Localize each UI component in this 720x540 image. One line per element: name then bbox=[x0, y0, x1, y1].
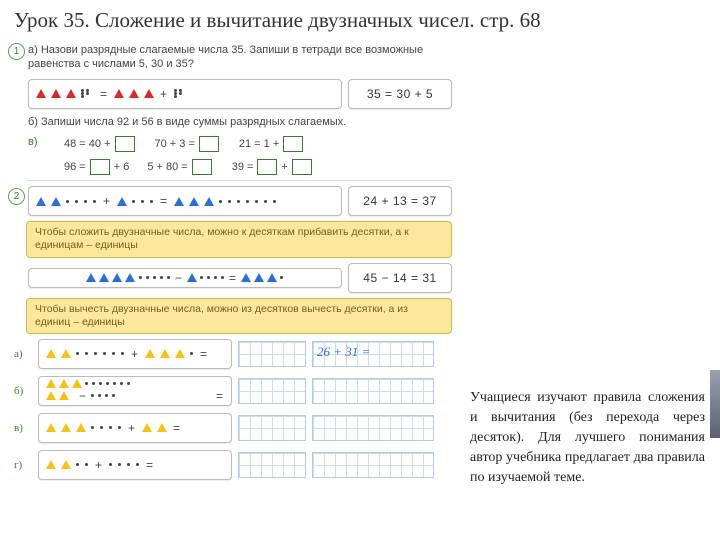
diagram-2-sub: − = 45 − 14 = 31 bbox=[6, 261, 456, 295]
blank-input[interactable] bbox=[199, 136, 219, 152]
blank-input[interactable] bbox=[257, 159, 277, 175]
exercise-v: в) + = bbox=[6, 411, 456, 445]
diagram-1a: = + 35 = 30 + 5 bbox=[6, 77, 456, 111]
blank-input[interactable] bbox=[192, 159, 212, 175]
eq-row-1v-1: в) 48 = 40 + 70 + 3 = 21 = 1 + bbox=[6, 134, 456, 154]
answer-grid-g[interactable] bbox=[238, 452, 306, 478]
exercise-g: г) + = bbox=[6, 448, 456, 482]
diagram-2-add: 2 + = 24 + 13 = 37 bbox=[6, 184, 456, 218]
problem-1-a: 1 а) Назови разрядные слагаемые числа 35… bbox=[6, 42, 456, 74]
work-grid-g[interactable] bbox=[312, 452, 434, 478]
exercise-b: б) − = bbox=[6, 374, 456, 408]
answer-grid-v[interactable] bbox=[238, 415, 306, 441]
work-grid-a[interactable]: 26 + 31 = bbox=[312, 341, 434, 367]
work-grid-b[interactable] bbox=[312, 378, 434, 404]
blank-input[interactable] bbox=[283, 136, 303, 152]
textbook-scan: 1 а) Назови разрядные слагаемые числа 35… bbox=[6, 42, 456, 485]
shape-panel-2b: − = bbox=[28, 268, 342, 288]
eq-2-add: 24 + 13 = 37 bbox=[348, 186, 452, 216]
eq-1a: 35 = 30 + 5 bbox=[348, 79, 452, 109]
blank-input[interactable] bbox=[292, 159, 312, 175]
eq-2-sub: 45 − 14 = 31 bbox=[348, 263, 452, 293]
slide-accent-bar bbox=[710, 370, 720, 438]
blank-input[interactable] bbox=[115, 136, 135, 152]
problem-number-1: 1 bbox=[8, 43, 25, 60]
side-commentary: Учащиеся изучают правила сложения и вычи… bbox=[470, 388, 705, 487]
shape-panel-1a: = + bbox=[28, 79, 342, 109]
problem-number-2: 2 bbox=[8, 188, 25, 205]
answer-grid-b[interactable] bbox=[238, 378, 306, 404]
exercise-a: а) + = 26 + 31 = bbox=[6, 337, 456, 371]
eq-row-1v-2: 96 =+ 6 5 + 80 = 39 =+ bbox=[6, 157, 456, 177]
shape-panel-2a: + = bbox=[28, 186, 342, 216]
rule-subtraction: Чтобы вычесть двузначные числа, можно из… bbox=[26, 298, 452, 334]
lesson-title: Урок 35. Сложение и вычитание двузначных… bbox=[0, 0, 720, 39]
answer-grid-a[interactable] bbox=[238, 341, 306, 367]
work-grid-v[interactable] bbox=[312, 415, 434, 441]
label-a: а) bbox=[28, 44, 38, 56]
text-1a: Назови разрядные слагаемые числа 35. Зап… bbox=[28, 44, 423, 70]
rule-addition: Чтобы сложить двузначные числа, можно к … bbox=[26, 221, 452, 257]
text-1b: б) Запиши числа 92 и 56 в виде суммы раз… bbox=[6, 114, 456, 132]
blank-input[interactable] bbox=[90, 159, 110, 175]
handwritten-example: 26 + 31 = bbox=[317, 344, 370, 360]
